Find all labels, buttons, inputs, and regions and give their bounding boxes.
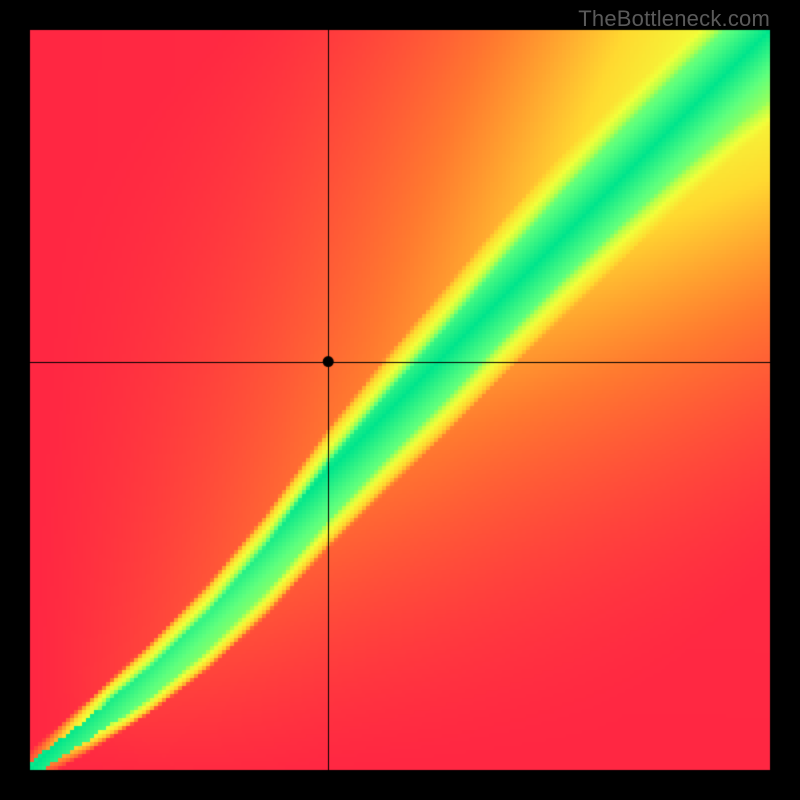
bottleneck-heatmap	[0, 0, 800, 800]
watermark-label: TheBottleneck.com	[578, 6, 770, 32]
chart-container: TheBottleneck.com	[0, 0, 800, 800]
